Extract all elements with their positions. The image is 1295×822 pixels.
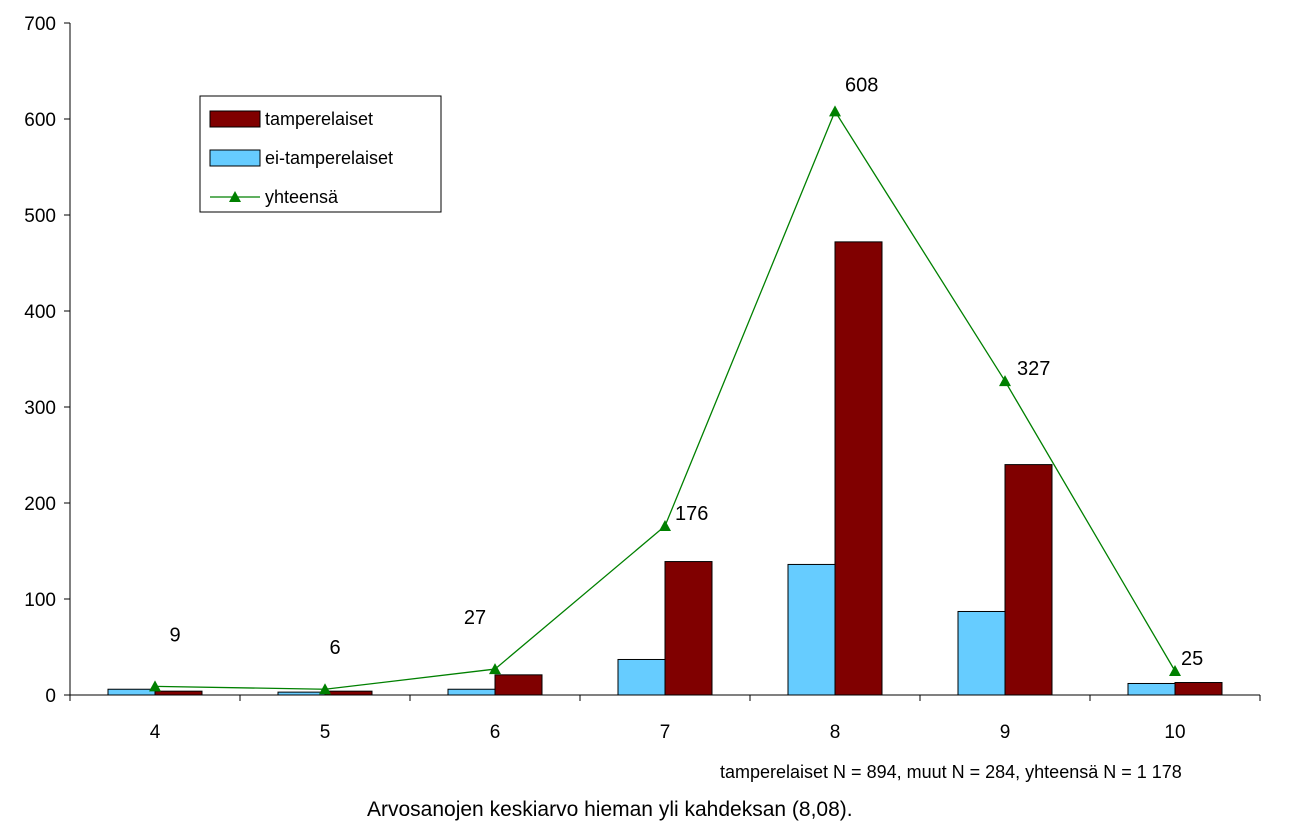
total-data-label: 9 xyxy=(169,624,180,646)
data-labels: 9 6 27 176 608 327 25 xyxy=(169,74,1203,670)
total-data-label: 27 xyxy=(464,607,486,629)
bar xyxy=(787,563,836,696)
bar xyxy=(1174,682,1223,696)
x-tick-label: 4 xyxy=(150,722,161,743)
bar xyxy=(834,241,883,696)
x-tick-label: 7 xyxy=(660,722,671,743)
chart-caption: Arvosanojen keskiarvo hieman yli kahdeks… xyxy=(367,798,853,821)
bar xyxy=(1004,464,1053,696)
total-point xyxy=(659,520,671,532)
bar xyxy=(664,561,713,696)
legend-swatch xyxy=(209,110,261,128)
total-data-label: 327 xyxy=(1017,358,1050,380)
y-tick-label: 600 xyxy=(24,110,56,131)
bar xyxy=(617,658,666,696)
total-data-label: 25 xyxy=(1181,648,1203,670)
total-point xyxy=(829,105,841,117)
total-point xyxy=(319,683,331,695)
legend-label: ei-tamperelaiset xyxy=(265,148,393,168)
sample-size-note: tamperelaiset N = 894, muut N = 284, yht… xyxy=(720,762,1182,782)
y-tick-label: 500 xyxy=(24,206,56,227)
x-tick-label: 6 xyxy=(490,722,501,743)
legend-label: tamperelaiset xyxy=(265,109,373,129)
y-tick-label: 100 xyxy=(24,590,56,611)
total-point xyxy=(999,375,1011,387)
y-tick-label: 200 xyxy=(24,494,56,515)
total-point xyxy=(1169,665,1181,676)
total-point xyxy=(149,680,161,692)
x-tick-label: 5 xyxy=(320,722,331,743)
bar xyxy=(277,691,326,696)
legend: tamperelaiset ei-tamperelaiset yhteensä xyxy=(199,95,442,213)
bar xyxy=(957,610,1006,696)
x-tick-label: 10 xyxy=(1164,722,1185,743)
bar xyxy=(1127,682,1176,696)
y-tick-label: 300 xyxy=(24,398,56,419)
legend-marker xyxy=(229,191,241,202)
bar xyxy=(494,674,543,696)
axes: 0 100 200 300 400 500 600 700 4 5 6 7 8 9 10 xyxy=(24,14,1261,743)
y-tick-label: 400 xyxy=(24,302,56,323)
y-tick-label: 700 xyxy=(24,14,56,35)
legend-swatch xyxy=(209,149,261,167)
x-tick-label: 8 xyxy=(830,722,841,743)
y-tick-label: 0 xyxy=(45,686,56,707)
bar xyxy=(107,688,156,696)
bar xyxy=(154,690,203,696)
total-data-label: 176 xyxy=(675,503,708,525)
total-line xyxy=(149,105,1181,695)
bar xyxy=(324,690,373,696)
bars xyxy=(107,241,1223,696)
x-tick-label: 9 xyxy=(1000,722,1011,743)
total-data-label: 6 xyxy=(329,637,340,659)
chart: 0 100 200 300 400 500 600 700 4 5 6 7 8 9 10 9 6 27 176 60… xyxy=(24,14,1261,743)
total-point xyxy=(489,663,501,675)
bar xyxy=(447,688,496,696)
legend-label: yhteensä xyxy=(265,187,339,207)
total-data-label: 608 xyxy=(845,74,878,96)
